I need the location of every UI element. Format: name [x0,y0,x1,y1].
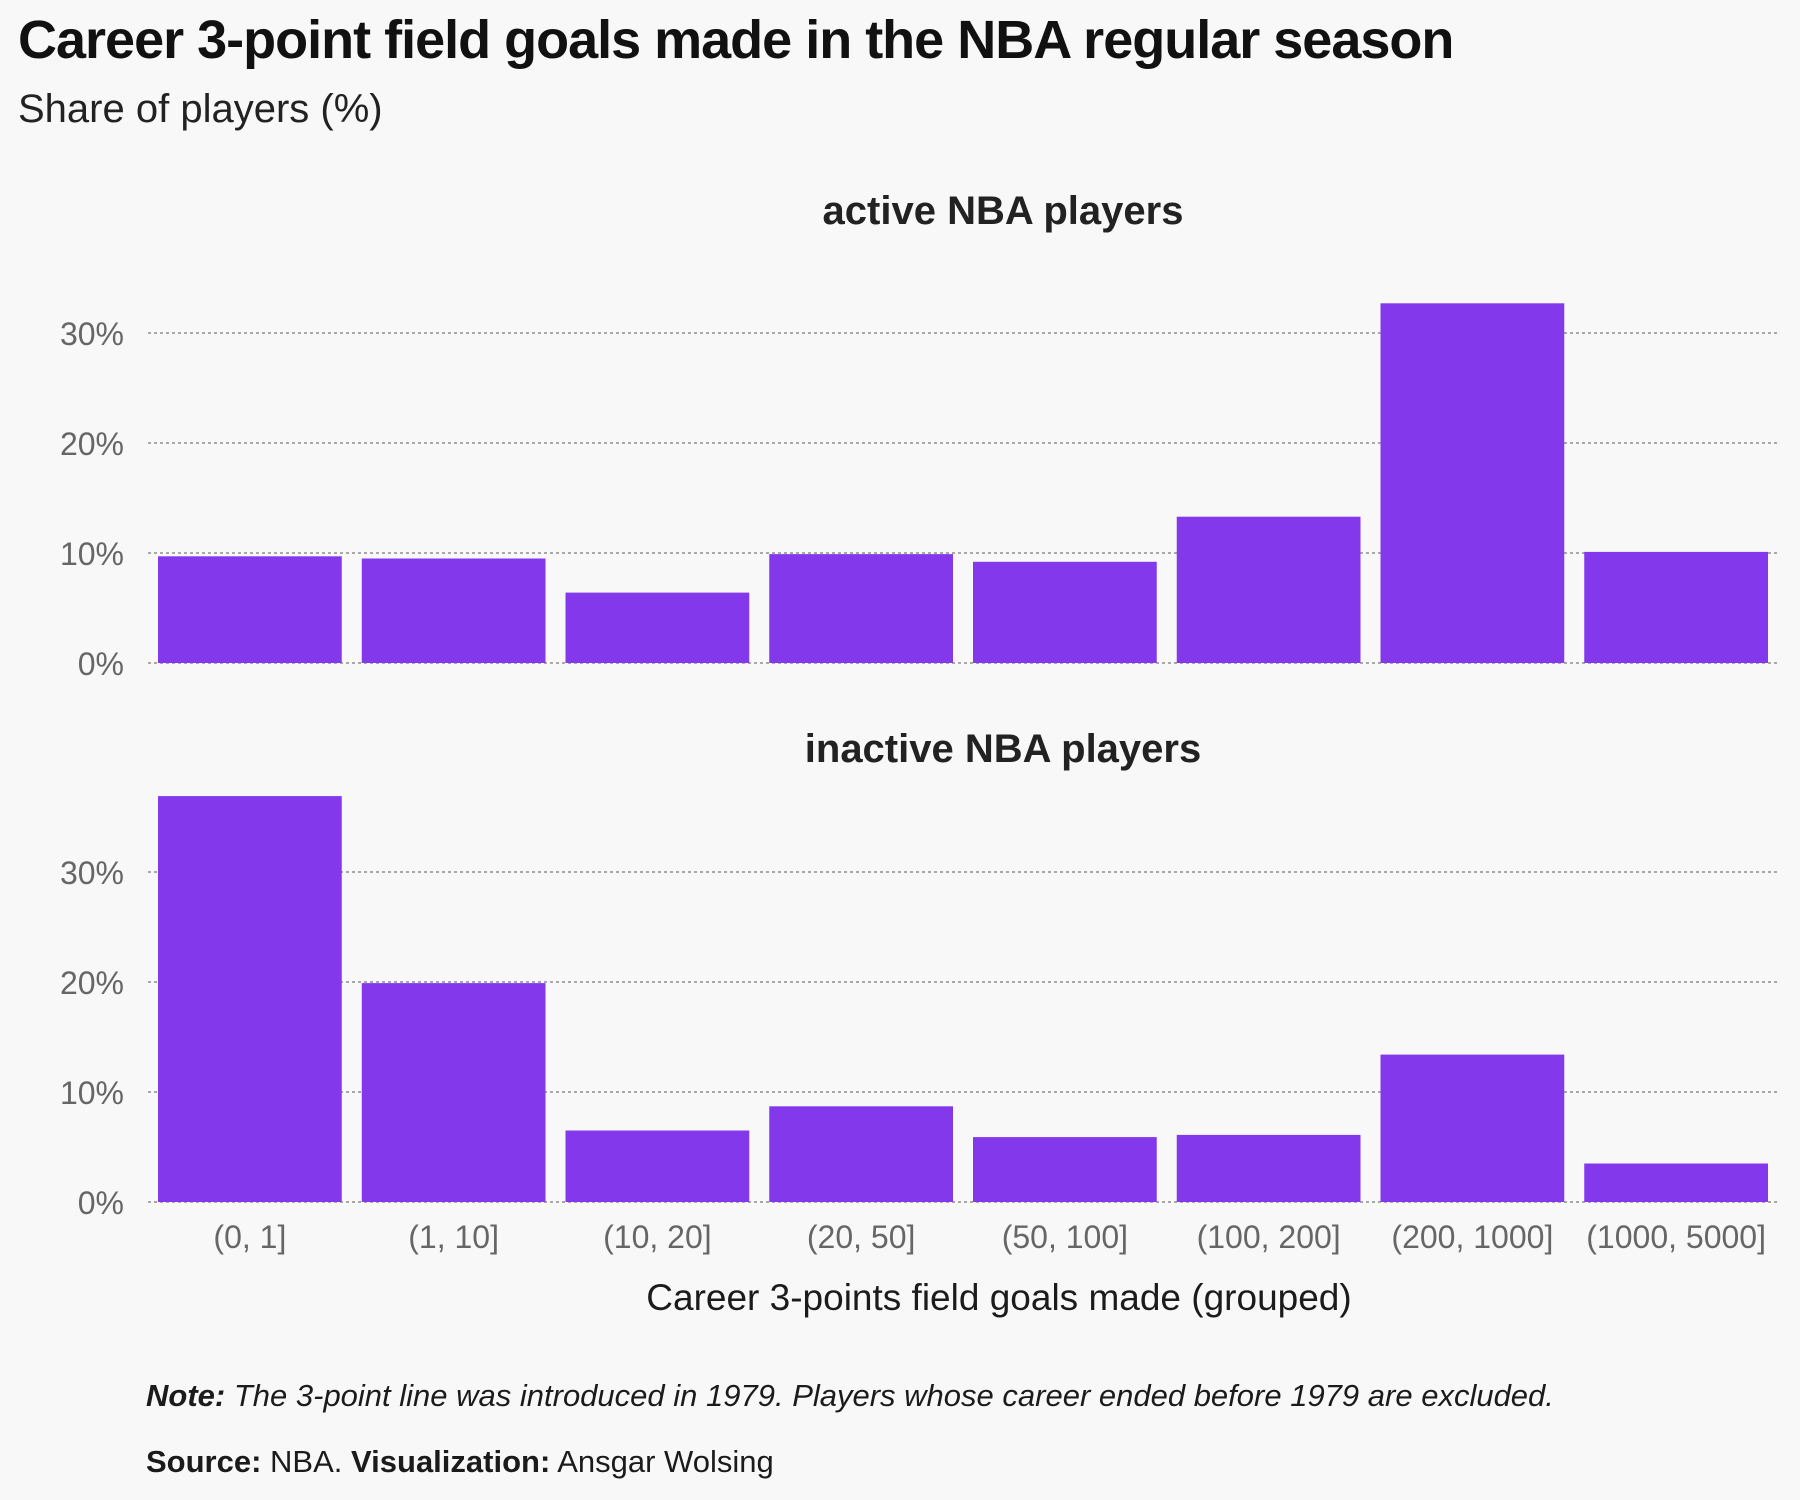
x-tick-label: (200, 1000] [1391,1219,1553,1255]
faceted-bar-chart: active NBA players 0% 10% 20% 30% inactive NB… [60,189,1778,1318]
y-tick-label: 10% [60,536,124,572]
bar [1380,1054,1565,1202]
y-tick-label: 20% [60,965,124,1001]
bar [361,983,546,1202]
note-label: Note: [146,1378,226,1413]
source-label: Source: [146,1444,262,1479]
bar [158,796,342,1202]
chart-source: Source: NBA. Visualization: Ansgar Wolsi… [146,1444,774,1480]
bar [973,561,1157,663]
x-tick-label: (100, 200] [1197,1219,1341,1255]
y-tick-label: 30% [60,316,124,352]
x-axis-title: Career 3-points field goals made (groupe… [646,1277,1351,1318]
viz-text: Ansgar Wolsing [557,1444,774,1479]
bar [1176,1134,1361,1202]
bar [565,592,750,663]
viz-label: Visualization: [351,1444,551,1479]
y-tick-label: 30% [60,855,124,891]
x-tick-label: (50, 100] [1002,1219,1128,1255]
x-tick-label: (10, 20] [603,1219,712,1255]
x-tick-label: (1, 10] [408,1219,499,1255]
bar [769,554,953,663]
bar [769,1106,953,1202]
y-tick-label: 20% [60,426,124,462]
x-tick-label: (20, 50] [807,1219,916,1255]
panel-title: inactive NBA players [805,727,1201,771]
y-tick-label: 10% [60,1075,124,1111]
bar [1584,1163,1768,1202]
bar [1176,516,1361,663]
source-text: NBA. [270,1444,343,1479]
y-tick-label: 0% [78,646,124,682]
bar [361,558,546,663]
chart-subtitle: Share of players (%) [18,87,383,131]
bar [1380,303,1565,663]
bar [565,1130,750,1202]
x-tick-label: (1000, 5000] [1586,1219,1766,1255]
bar [158,556,342,663]
chart-title: Career 3-point field goals made in the N… [18,10,1454,70]
x-tick-label: (0, 1] [213,1219,286,1255]
bar [1584,551,1768,663]
y-tick-label: 0% [78,1185,124,1221]
chart-note: Note: The 3-point line was introduced in… [146,1378,1554,1414]
note-text: The 3-point line was introduced in 1979.… [233,1378,1554,1413]
panel-title: active NBA players [823,189,1184,233]
bar [973,1137,1157,1202]
